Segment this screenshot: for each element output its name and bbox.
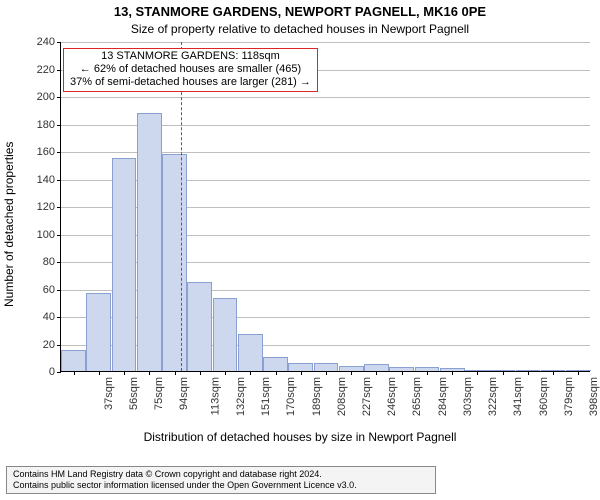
y-tick-label: 60 bbox=[25, 284, 55, 296]
y-tick-label: 40 bbox=[25, 311, 55, 323]
histogram-bar bbox=[61, 350, 86, 371]
histogram-bar bbox=[112, 158, 137, 371]
histogram-bar bbox=[263, 357, 288, 371]
histogram-bar bbox=[86, 293, 111, 371]
annotation-box: 13 STANMORE GARDENS: 118sqm← 62% of deta… bbox=[63, 48, 318, 92]
x-tick-label: 208sqm bbox=[336, 377, 348, 416]
y-tick-label: 20 bbox=[25, 339, 55, 351]
annotation-line: ← 62% of detached houses are smaller (46… bbox=[70, 63, 311, 76]
x-tick-label: 398sqm bbox=[588, 377, 600, 416]
histogram-bar bbox=[288, 363, 313, 371]
chart-title-main: 13, STANMORE GARDENS, NEWPORT PAGNELL, M… bbox=[0, 4, 600, 19]
x-tick-label: 75sqm bbox=[153, 377, 165, 410]
y-tick-label: 200 bbox=[25, 91, 55, 103]
y-tick-label: 240 bbox=[25, 36, 55, 48]
x-tick-label: 37sqm bbox=[103, 377, 115, 410]
x-tick-label: 113sqm bbox=[209, 377, 221, 415]
annotation-line: 13 STANMORE GARDENS: 118sqm bbox=[70, 50, 311, 63]
y-tick-label: 220 bbox=[25, 64, 55, 76]
histogram-bar bbox=[364, 364, 389, 371]
x-axis-label: Distribution of detached houses by size … bbox=[0, 430, 600, 444]
x-tick-label: 189sqm bbox=[311, 377, 323, 416]
y-tick-label: 0 bbox=[25, 366, 55, 378]
y-tick-label: 120 bbox=[25, 201, 55, 213]
footer-attribution: Contains HM Land Registry data © Crown c… bbox=[6, 466, 436, 494]
x-tick-label: 284sqm bbox=[437, 377, 449, 416]
footer-line-2: Contains public sector information licen… bbox=[13, 480, 429, 491]
histogram-bar bbox=[314, 363, 339, 371]
chart-title-sub: Size of property relative to detached ho… bbox=[0, 22, 600, 36]
footer-line-1: Contains HM Land Registry data © Crown c… bbox=[13, 469, 429, 480]
y-tick-label: 180 bbox=[25, 119, 55, 131]
x-tick-label: 227sqm bbox=[361, 377, 373, 416]
plot-area: 02040608010012014016018020022024037sqm56… bbox=[60, 42, 590, 372]
y-tick-label: 140 bbox=[25, 174, 55, 186]
x-tick-label: 303sqm bbox=[462, 377, 474, 416]
x-tick-label: 360sqm bbox=[538, 377, 550, 416]
gridline bbox=[61, 42, 590, 43]
x-tick-label: 341sqm bbox=[513, 377, 525, 416]
histogram-bar bbox=[162, 154, 187, 371]
y-axis-label: Number of detached properties bbox=[2, 142, 16, 307]
gridline bbox=[61, 97, 590, 98]
y-tick-label: 100 bbox=[25, 229, 55, 241]
histogram-bar bbox=[137, 113, 162, 372]
histogram-bar bbox=[187, 282, 212, 371]
x-tick-label: 170sqm bbox=[285, 377, 297, 416]
x-tick-label: 322sqm bbox=[487, 377, 499, 416]
x-tick-label: 132sqm bbox=[235, 377, 247, 416]
x-tick-label: 94sqm bbox=[178, 377, 190, 410]
x-tick-label: 151sqm bbox=[260, 377, 272, 416]
x-tick-label: 246sqm bbox=[386, 377, 398, 416]
x-tick-label: 56sqm bbox=[128, 377, 140, 410]
x-tick-label: 379sqm bbox=[563, 377, 575, 416]
histogram-bar bbox=[213, 298, 238, 371]
x-tick-label: 265sqm bbox=[412, 377, 424, 416]
histogram-bar bbox=[238, 334, 263, 371]
y-tick-label: 80 bbox=[25, 256, 55, 268]
y-tick-label: 160 bbox=[25, 146, 55, 158]
annotation-line: 37% of semi-detached houses are larger (… bbox=[70, 76, 311, 89]
chart-container: { "title": { "main": "13, STANMORE GARDE… bbox=[0, 0, 600, 500]
